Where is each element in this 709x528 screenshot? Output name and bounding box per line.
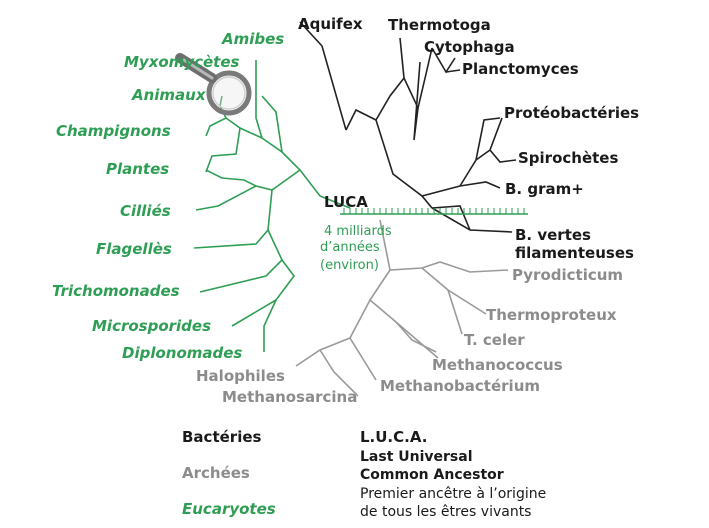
legend: Bactéries Archées Eucaryotes L.U.C.A. La…	[182, 428, 546, 520]
legend-luca-line-4: de tous les êtres vivants	[360, 504, 531, 520]
taxon-plantes: Plantes	[106, 160, 169, 178]
archaea-branches	[295, 219, 509, 397]
taxon-cillies: Cilliés	[120, 202, 171, 220]
taxon-animaux: Animaux	[131, 86, 207, 104]
taxon-cytophaga: Cytophaga	[424, 38, 515, 56]
taxon-proteobacteries: Protéobactéries	[504, 104, 639, 122]
legend-luca-line-2: Common Ancestor	[360, 467, 504, 483]
age-label-line-3: (environ)	[320, 258, 379, 273]
taxon-trichomonades: Trichomonades	[52, 282, 180, 300]
legend-luca-title: L.U.C.A.	[360, 428, 427, 446]
age-label-line-2: d’années	[320, 240, 380, 255]
taxon-flagelles: Flagellès	[96, 240, 172, 258]
taxon-b-gram-plus: B. gram+	[505, 180, 584, 198]
legend-eukaryotes: Eucaryotes	[182, 500, 276, 518]
legend-luca-line-3: Premier ancêtre à l’origine	[360, 486, 546, 502]
taxon-thermotoga: Thermotoga	[388, 16, 491, 34]
taxon-aquifex: Aquifex	[298, 15, 363, 33]
taxon-halophiles: Halophiles	[196, 367, 285, 385]
bacteria-branches	[299, 21, 517, 233]
taxon-methanococcus: Methanococcus	[432, 356, 563, 374]
taxon-myxomycetes: Myxomycètes	[124, 53, 240, 71]
taxon-thermoproteux: Thermoproteux	[486, 306, 617, 324]
taxon-methanobacterium: Methanobactérium	[380, 377, 540, 395]
taxon-planctomyces: Planctomyces	[462, 60, 579, 78]
time-scale-ruler	[340, 208, 528, 215]
taxon-t-celer: T. celer	[464, 331, 525, 349]
taxon-microsporides: Microsporides	[92, 317, 211, 335]
taxon-diplonomades: Diplonomades	[122, 344, 242, 362]
legend-archaea: Archées	[182, 464, 250, 482]
taxon-amibes: Amibes	[221, 30, 284, 48]
taxon-methanosarcina: Methanosarcina	[222, 388, 357, 406]
legend-bacteria: Bactéries	[182, 428, 262, 446]
age-label-line-1: 4 milliards	[324, 224, 392, 239]
luca-label: LUCA	[324, 193, 368, 211]
magnifying-glass-icon	[175, 53, 252, 116]
legend-luca-line-1: Last Universal	[360, 449, 473, 465]
taxon-champignons: Champignons	[56, 122, 171, 140]
taxon-b-vertes: B. vertes	[515, 226, 591, 244]
taxon-filamenteuses: filamenteuses	[515, 244, 634, 262]
taxon-spirochetes: Spirochètes	[518, 149, 618, 167]
taxon-pyrodicticum: Pyrodicticum	[512, 266, 623, 284]
